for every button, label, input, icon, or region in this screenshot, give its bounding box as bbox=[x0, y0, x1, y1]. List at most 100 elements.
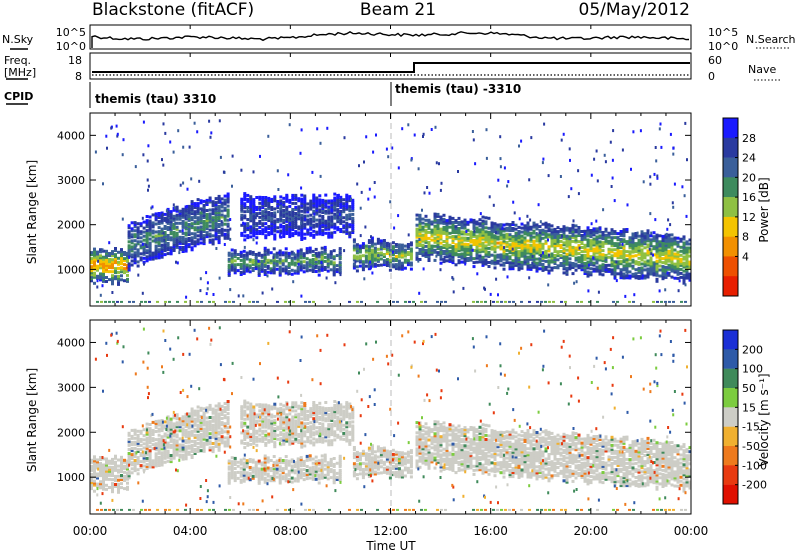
power-pixel bbox=[610, 236, 614, 240]
power-pixel bbox=[490, 241, 494, 245]
power-pixel bbox=[379, 263, 383, 267]
power-speckle bbox=[672, 205, 675, 209]
power-pixel bbox=[351, 222, 355, 226]
velocity-pixel bbox=[257, 475, 261, 479]
power-pixel bbox=[351, 206, 355, 210]
power-pixel bbox=[415, 227, 419, 231]
velocity-pixel bbox=[202, 443, 206, 447]
power-pixel bbox=[574, 236, 578, 240]
power-pixel bbox=[279, 213, 283, 217]
power-pixel bbox=[163, 212, 167, 216]
power-pixel bbox=[312, 235, 316, 239]
power-pixel bbox=[634, 234, 638, 238]
power-pixel bbox=[181, 215, 185, 219]
power-pixel bbox=[523, 236, 527, 240]
power-pixel bbox=[643, 264, 647, 268]
power-pixel bbox=[294, 205, 298, 209]
velocity-pixel bbox=[169, 460, 173, 464]
power-pixel bbox=[345, 221, 349, 225]
power-pixel bbox=[535, 239, 539, 243]
power-pixel bbox=[236, 263, 240, 267]
power-pixel bbox=[448, 219, 452, 223]
power-pixel bbox=[260, 259, 264, 263]
power-pixel bbox=[93, 265, 96, 269]
power-pixel bbox=[613, 270, 617, 274]
power-pixel bbox=[517, 264, 521, 268]
power-pixel bbox=[595, 243, 599, 247]
power-pixel bbox=[661, 234, 665, 238]
power-pixel bbox=[270, 197, 274, 201]
power-speckle bbox=[110, 126, 113, 130]
power-ylabel: Slant Range [km] bbox=[25, 160, 39, 264]
power-pixel bbox=[571, 235, 575, 239]
power-pixel bbox=[394, 249, 398, 252]
power-pixel bbox=[187, 214, 191, 218]
power-pixel bbox=[196, 240, 200, 244]
power-speckle bbox=[165, 209, 168, 213]
power-pixel bbox=[320, 264, 324, 268]
power-pixel bbox=[105, 249, 108, 253]
power-pixel bbox=[178, 215, 182, 219]
power-pixel bbox=[562, 233, 566, 237]
power-pixel bbox=[211, 234, 215, 238]
velocity-pixel bbox=[278, 457, 282, 461]
power-speckle bbox=[205, 292, 208, 296]
power-speckle bbox=[219, 200, 222, 204]
velocity-pixel bbox=[260, 467, 264, 471]
power-pixel bbox=[294, 214, 298, 217]
power-pixel bbox=[130, 221, 134, 225]
power-pixel bbox=[332, 249, 336, 253]
power-pixel bbox=[427, 243, 431, 246]
velocity-pixel bbox=[208, 448, 212, 452]
power-pixel bbox=[142, 250, 146, 254]
power-pixel bbox=[324, 227, 328, 231]
power-pixel bbox=[667, 239, 671, 243]
power-pixel bbox=[622, 234, 626, 238]
power-pixel bbox=[574, 268, 578, 272]
velocity-pixel bbox=[220, 410, 224, 414]
power-pixel bbox=[312, 193, 316, 197]
power-speckle bbox=[499, 157, 502, 161]
power-pixel bbox=[367, 239, 371, 243]
power-pixel bbox=[160, 255, 164, 259]
velocity-pixel bbox=[163, 420, 167, 424]
power-ground-pixel bbox=[420, 300, 423, 303]
power-pixel bbox=[610, 230, 614, 234]
power-pixel bbox=[255, 206, 259, 209]
power-speckle bbox=[417, 167, 420, 171]
power-pixel bbox=[293, 257, 297, 261]
power-pixel bbox=[490, 237, 494, 241]
power-pixel bbox=[314, 247, 318, 251]
velocity-pixel bbox=[114, 466, 117, 470]
power-pixel bbox=[290, 258, 294, 262]
velocity-pixel bbox=[284, 463, 288, 467]
power-pixel bbox=[619, 260, 623, 264]
velocity-pixel bbox=[120, 486, 123, 490]
power-pixel bbox=[439, 227, 443, 231]
velocity-pixel bbox=[196, 411, 200, 415]
power-pixel bbox=[133, 239, 137, 243]
power-ground-pixel bbox=[232, 300, 235, 303]
power-pixel bbox=[613, 260, 617, 264]
power-pixel bbox=[481, 243, 485, 247]
power-pixel bbox=[469, 240, 473, 244]
power-pixel bbox=[348, 197, 352, 201]
power-pixel bbox=[580, 268, 584, 272]
power-pixel bbox=[266, 248, 270, 252]
velocity-pixel bbox=[227, 471, 231, 475]
power-pixel bbox=[190, 222, 194, 226]
velocity-pixel bbox=[208, 436, 212, 440]
power-pixel bbox=[514, 249, 518, 253]
power-pixel bbox=[637, 248, 641, 252]
power-pixel bbox=[418, 242, 422, 245]
power-pixel bbox=[571, 225, 575, 229]
power-pixel bbox=[326, 259, 330, 263]
power-pixel bbox=[312, 203, 316, 207]
power-pixel bbox=[264, 236, 268, 240]
velocity-pixel bbox=[90, 479, 93, 482]
power-pixel bbox=[676, 266, 680, 270]
power-pixel bbox=[139, 236, 143, 240]
power-pixel bbox=[526, 247, 530, 251]
power-pixel bbox=[142, 248, 146, 252]
power-pixel bbox=[439, 217, 443, 221]
